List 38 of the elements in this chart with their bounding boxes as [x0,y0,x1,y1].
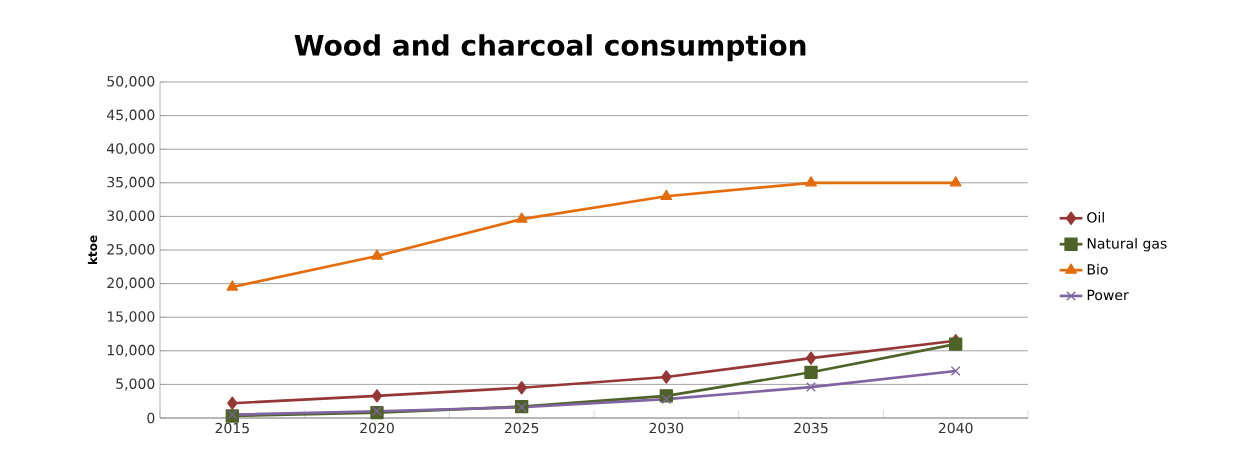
point [806,382,816,392]
point [661,370,672,384]
y-tick-label: 35,000 [107,176,155,189]
y-tick-label: 15,000 [107,311,155,324]
x-tick-label: 2020 [360,422,394,434]
chart-title: Wood and charcoal consumption [294,34,806,62]
legend-label: Natural gas [1087,237,1167,252]
x-tick-label: 2040 [938,422,973,434]
y-tick-label: 0 [147,412,155,424]
point [661,394,672,405]
legend-label: Oil [1087,211,1104,223]
y-axis-title: ktoe [87,235,98,265]
y-tick-label: 20,000 [107,277,155,290]
y-tick-label: 5,000 [116,378,155,391]
point [804,365,818,379]
y-tick-label: 25,000 [107,243,155,257]
y-tick-label: 45,000 [106,109,155,122]
y-tick-label: 10,000 [107,344,155,357]
point [805,176,817,187]
x-tick-label: 2015 [215,422,249,434]
point [226,280,239,291]
x-tick-label: 2025 [504,422,539,434]
x-tick-label: 2035 [794,422,828,434]
legend-label: Bio [1087,263,1108,275]
y-tick-label: 50,000 [107,75,155,89]
point [371,249,383,260]
y-tick-label: 30,000 [107,210,155,223]
point [660,189,673,200]
x-tick-label: 2030 [649,422,684,434]
point [227,396,238,410]
point [516,381,527,395]
point [805,351,817,365]
point [949,176,962,187]
point [371,389,383,403]
point [950,366,961,376]
y-tick-label: 40,000 [106,143,155,156]
point [515,212,528,223]
legend-label: Power [1087,289,1129,301]
